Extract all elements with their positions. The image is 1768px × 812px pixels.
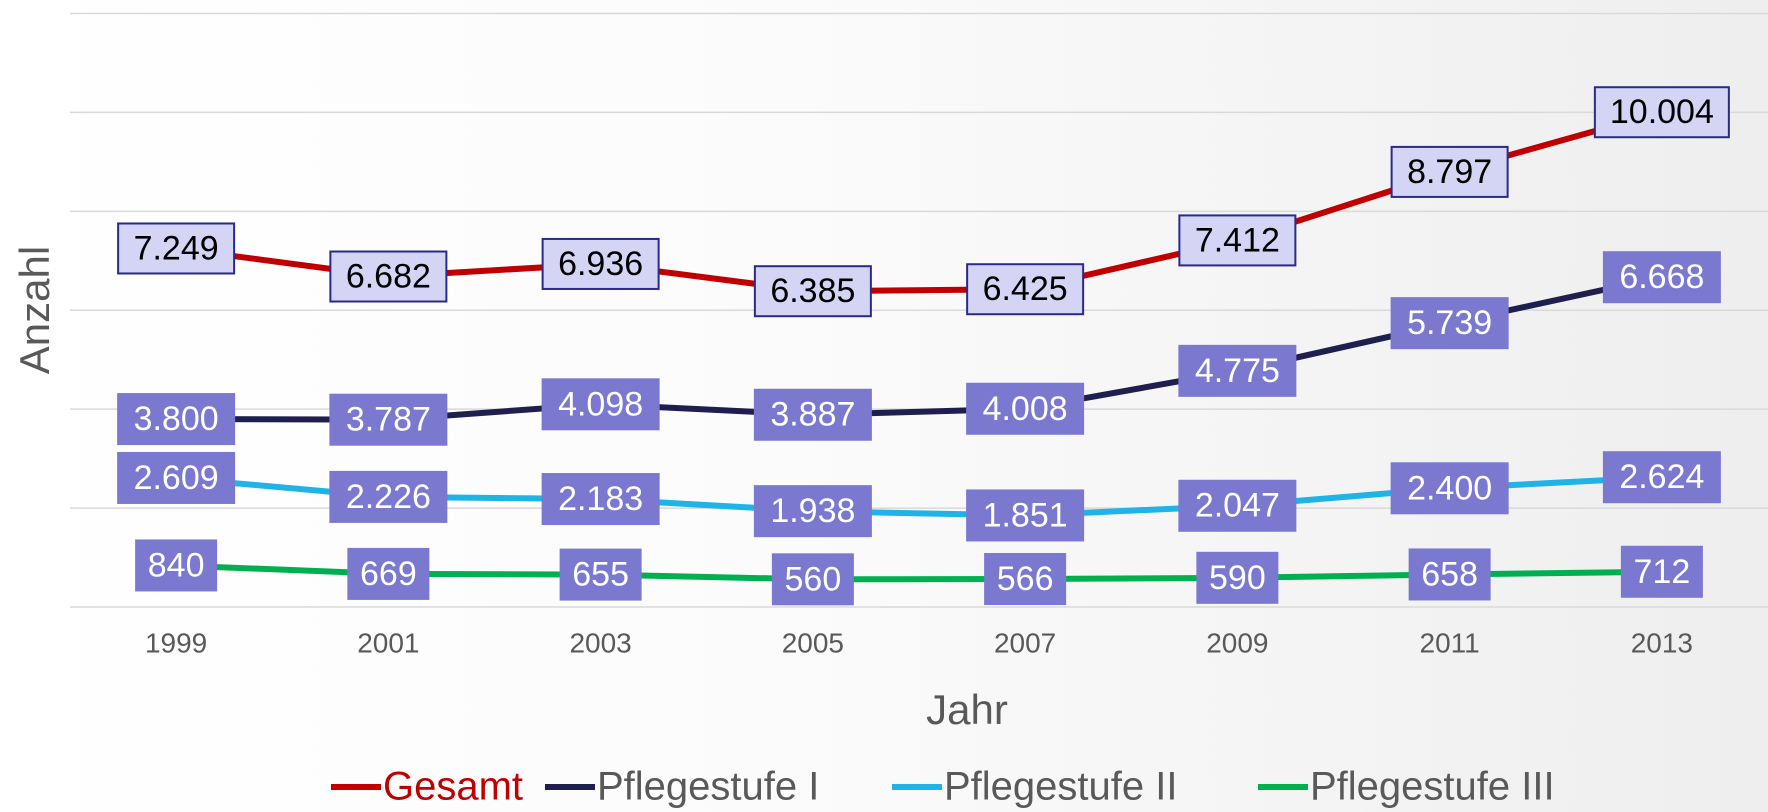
- data-label: 7.412: [1195, 221, 1280, 259]
- x-axis-title: Jahr: [926, 686, 1008, 733]
- x-tick-label: 2009: [1206, 627, 1268, 658]
- data-label: 2.226: [346, 478, 431, 516]
- data-label: 10.004: [1610, 93, 1714, 131]
- data-label: 4.008: [983, 390, 1068, 428]
- legend-label: Pflegestufe I: [597, 765, 819, 809]
- data-labels: 7.249 6.682 6.936 6.385 6.425 7.412 8.797 10.00…: [118, 87, 1729, 604]
- data-label: 6.668: [1619, 258, 1704, 296]
- data-label: 6.682: [346, 258, 431, 296]
- data-label: 840: [148, 546, 205, 584]
- x-tick-label: 2001: [357, 627, 419, 658]
- data-label: 5.739: [1407, 304, 1492, 342]
- data-label: 4.098: [558, 385, 643, 423]
- data-label: 7.249: [134, 229, 219, 267]
- x-tick-label: 2011: [1420, 627, 1480, 658]
- data-label: 669: [360, 555, 417, 593]
- legend-label: Pflegestufe II: [944, 765, 1177, 809]
- data-label: 1.851: [983, 496, 1068, 534]
- x-tick-label: 2003: [569, 627, 631, 658]
- x-tick-label: 1999: [145, 627, 207, 658]
- data-label: 6.936: [558, 245, 643, 283]
- data-label: 590: [1209, 559, 1266, 597]
- data-label: 712: [1634, 553, 1691, 591]
- data-label: 2.047: [1195, 487, 1280, 525]
- data-label: 2.609: [134, 459, 219, 497]
- data-label: 3.787: [346, 401, 431, 439]
- x-tick-label: 2007: [994, 627, 1056, 658]
- grid: 1999 2001 2003 2005 2007 2009 2011 2013: [70, 14, 1768, 659]
- data-label: 8.797: [1407, 153, 1492, 191]
- data-label: 4.775: [1195, 352, 1280, 390]
- data-label: 2.624: [1619, 458, 1704, 496]
- legend: Gesamt Pflegestufe I Pflegestufe II Pfleges…: [331, 765, 1555, 809]
- y-axis-title: Anzahl: [11, 246, 58, 374]
- data-label: 658: [1421, 555, 1478, 593]
- data-label: 1.938: [770, 492, 855, 530]
- legend-label: Pflegestufe III: [1310, 765, 1555, 809]
- data-label: 655: [572, 556, 629, 594]
- data-label: 2.400: [1407, 469, 1492, 507]
- x-tick-label: 2013: [1631, 627, 1693, 658]
- data-label: 560: [785, 560, 842, 598]
- chart: Anzahl Jahr 1999 2001 2003 2005 2007 2009 2011…: [0, 0, 1768, 812]
- data-label: 566: [997, 560, 1054, 598]
- x-tick-label: 2005: [782, 627, 844, 658]
- data-label: 3.800: [134, 400, 219, 438]
- page: {"chart_data": {"type": "line", "x_label…: [0, 0, 1768, 812]
- legend-label: Gesamt: [383, 765, 523, 809]
- data-label: 6.425: [983, 270, 1068, 308]
- data-label: 3.887: [770, 396, 855, 434]
- data-label: 6.385: [770, 272, 855, 310]
- data-label: 2.183: [558, 480, 643, 518]
